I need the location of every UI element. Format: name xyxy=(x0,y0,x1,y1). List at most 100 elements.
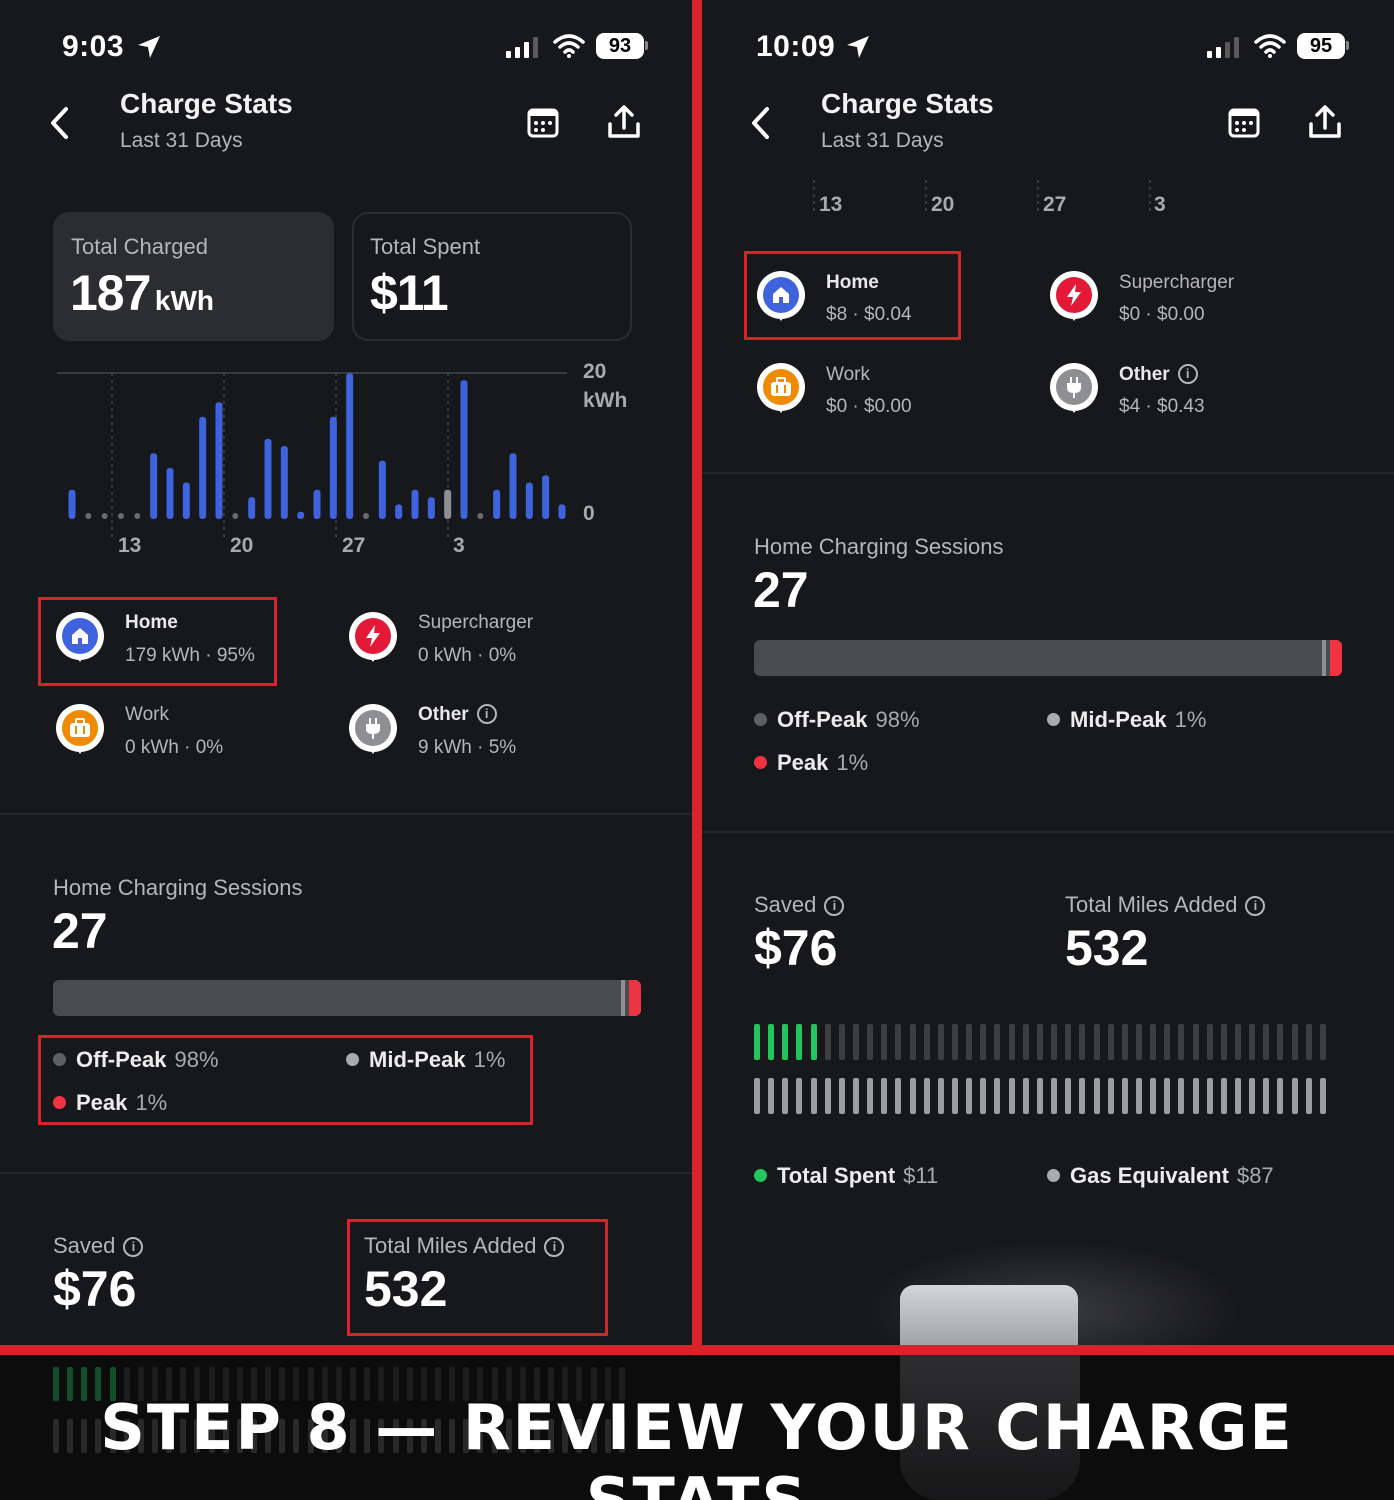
wifi-icon xyxy=(1254,34,1286,58)
tick-mark xyxy=(335,1367,342,1401)
chart-bar xyxy=(542,475,550,519)
location-value: 0 kWh · 0% xyxy=(125,737,224,758)
chart-bar xyxy=(313,489,321,519)
chart-zero-dot xyxy=(477,513,484,519)
faded-tick-bar xyxy=(53,1367,633,1401)
info-icon[interactable]: i xyxy=(1177,364,1198,384)
tick-mark xyxy=(1291,1078,1298,1114)
tick-mark xyxy=(980,1078,987,1114)
total-spent-tick-bar xyxy=(754,1024,1334,1060)
tick-mark xyxy=(251,1419,258,1453)
other-pin xyxy=(1050,363,1098,413)
tick-mark xyxy=(95,1419,102,1453)
tick-mark xyxy=(1277,1078,1284,1114)
tick-mark xyxy=(293,1419,300,1453)
tick-mark xyxy=(350,1367,357,1401)
tick-mark xyxy=(1093,1024,1100,1060)
location-value: $0 · $0.00 xyxy=(826,396,912,417)
tick-mark xyxy=(420,1419,427,1453)
tick-mark xyxy=(279,1367,286,1401)
tick-mark xyxy=(1249,1024,1256,1060)
tick-mark xyxy=(1079,1078,1086,1114)
tick-mark xyxy=(265,1419,272,1453)
tick-mark xyxy=(548,1419,555,1453)
chart-bar xyxy=(378,460,386,519)
tick-mark xyxy=(265,1367,272,1401)
tick-mark xyxy=(166,1367,173,1401)
total-charged-unit: kWh xyxy=(154,285,214,316)
mid-peak-segment xyxy=(1322,640,1326,676)
tick-mark xyxy=(307,1367,314,1401)
tick-mark xyxy=(1065,1078,1072,1114)
chart-bar xyxy=(411,489,419,519)
tick-mark xyxy=(1192,1078,1199,1114)
info-icon[interactable]: i xyxy=(123,1237,144,1257)
total-spent-card[interactable]: Total Spent $11 xyxy=(352,212,632,341)
tick-mark xyxy=(477,1419,484,1453)
location-value: 0 kWh · 0% xyxy=(418,645,517,666)
tick-mark xyxy=(1121,1078,1128,1114)
wall-connector-image xyxy=(900,1285,1078,1345)
chart-bar xyxy=(68,489,76,519)
legend-off-peak: Off-Peak 98% xyxy=(754,707,920,733)
location-name: Home xyxy=(125,612,178,633)
tick-mark xyxy=(1051,1078,1058,1114)
total-charged-card[interactable]: Total Charged 187 kWh xyxy=(53,212,334,341)
share-icon[interactable] xyxy=(606,104,642,140)
kwh-bar-chart[interactable] xyxy=(0,355,692,575)
faded-tick-bar xyxy=(53,1419,633,1453)
tick-mark xyxy=(194,1419,201,1453)
tick-mark xyxy=(505,1419,512,1453)
calendar-icon[interactable] xyxy=(1227,106,1261,140)
divider xyxy=(0,1172,692,1174)
tick-mark xyxy=(109,1367,116,1401)
tick-mark xyxy=(1220,1024,1227,1060)
chart-bar xyxy=(297,511,305,519)
tick-mark xyxy=(434,1367,441,1401)
tick-mark xyxy=(137,1419,144,1453)
tick-mark xyxy=(180,1367,187,1401)
tick-mark xyxy=(980,1024,987,1060)
chart-zero-dot xyxy=(134,513,141,519)
tick-mark xyxy=(895,1078,902,1114)
plug-icon xyxy=(1067,377,1081,398)
chart-bar xyxy=(558,504,566,519)
info-icon[interactable]: i xyxy=(476,704,497,724)
tick-mark xyxy=(1022,1024,1029,1060)
other-label: Other xyxy=(1119,364,1170,385)
tick-mark xyxy=(923,1078,930,1114)
tick-mark xyxy=(1178,1024,1185,1060)
peak-usage-bar xyxy=(53,980,641,1016)
briefcase-icon xyxy=(70,718,90,737)
tick-mark xyxy=(335,1419,342,1453)
chart-bar xyxy=(150,453,158,519)
tick-mark xyxy=(1150,1024,1157,1060)
tick-mark xyxy=(81,1419,88,1453)
chart-zero-dot xyxy=(101,513,108,519)
tick-mark xyxy=(378,1419,385,1453)
calendar-icon[interactable] xyxy=(526,106,560,140)
miles-label: Total Miles Added i xyxy=(364,1233,565,1259)
back-icon[interactable] xyxy=(749,106,773,140)
tick-mark xyxy=(782,1078,789,1114)
vertical-divider xyxy=(692,0,702,1345)
wall-connector-image xyxy=(900,1355,1080,1500)
tick-mark xyxy=(1107,1078,1114,1114)
tick-mark xyxy=(1234,1078,1241,1114)
tick-mark xyxy=(449,1419,456,1453)
tick-mark xyxy=(548,1367,555,1401)
back-icon[interactable] xyxy=(48,106,72,140)
work-pin xyxy=(56,704,104,754)
bolt-icon xyxy=(366,625,380,647)
home-icon xyxy=(773,287,789,303)
info-icon[interactable]: i xyxy=(824,896,845,916)
tick-mark xyxy=(853,1078,860,1114)
info-icon[interactable]: i xyxy=(544,1237,565,1257)
info-icon[interactable]: i xyxy=(1245,896,1266,916)
share-icon[interactable] xyxy=(1307,104,1343,140)
location-value: 9 kWh · 5% xyxy=(418,737,517,758)
tick-mark xyxy=(434,1419,441,1453)
x-tick-label: 13 xyxy=(819,193,843,216)
chart-bar xyxy=(199,416,207,519)
tick-mark xyxy=(810,1024,817,1060)
